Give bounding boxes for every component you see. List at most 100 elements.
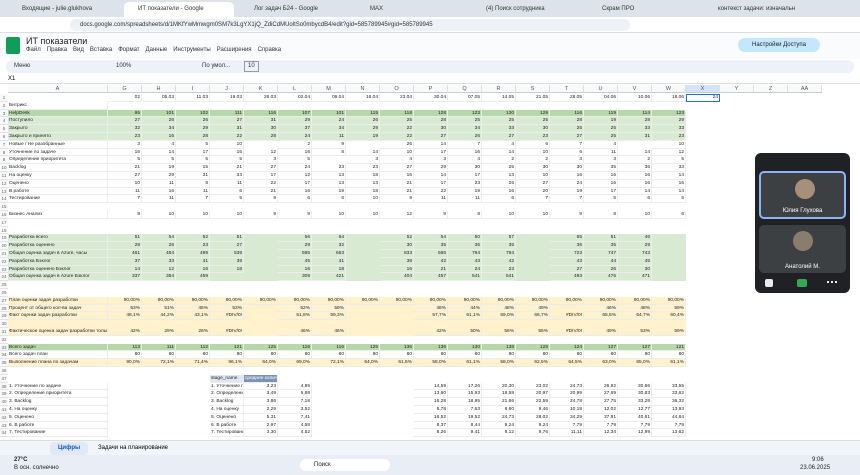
cell[interactable]: 26: [142, 117, 176, 126]
cell[interactable]: 16: [142, 133, 176, 141]
cell[interactable]: 8: [584, 211, 618, 219]
cell[interactable]: 22,59: [516, 398, 550, 406]
cell[interactable]: 51,8%: [278, 312, 312, 321]
row-number[interactable]: 26: [0, 289, 8, 297]
cell[interactable]: 6: [210, 187, 244, 196]
cell[interactable]: 26,92: [584, 382, 618, 391]
column-header[interactable]: M: [312, 85, 346, 93]
cell[interactable]: 51%: [142, 304, 176, 313]
cell[interactable]: 9: [380, 195, 414, 204]
cell[interactable]: 3: [584, 156, 618, 165]
cell[interactable]: 14: [482, 148, 516, 157]
cell[interactable]: 41: [176, 257, 210, 266]
row-label[interactable]: Новые / Не разобранные: [8, 140, 108, 149]
cell[interactable]: 44,2%: [142, 312, 176, 321]
cell[interactable]: 61,1%: [448, 359, 482, 367]
cell[interactable]: 45: [278, 257, 312, 266]
cell[interactable]: 10: [652, 140, 686, 149]
row-label[interactable]: 4. На оценку: [8, 406, 108, 414]
cell[interactable]: 65,5%: [584, 312, 618, 321]
cell[interactable]: 90,00%: [142, 296, 176, 305]
more-button[interactable]: [827, 281, 837, 284]
menu-item[interactable]: Формат: [118, 47, 140, 53]
cell[interactable]: 21: [108, 164, 142, 172]
cell[interactable]: 26: [584, 265, 618, 274]
cell[interactable]: 11: [108, 187, 142, 196]
cell[interactable]: 10: [210, 140, 244, 149]
cell[interactable]: 90,00%: [176, 296, 210, 305]
cell[interactable]: 8: [176, 179, 210, 188]
column-header[interactable]: J: [210, 85, 244, 93]
cell[interactable]: 12: [142, 265, 176, 274]
cell[interactable]: 30: [380, 242, 414, 250]
row-number[interactable]: 2: [0, 101, 8, 110]
cell[interactable]: 54: [142, 234, 176, 243]
menu-item[interactable]: Вставка: [89, 47, 113, 53]
cell[interactable]: 24,78: [550, 398, 584, 406]
cell[interactable]: 64,5%: [550, 359, 584, 367]
cell[interactable]: 23: [346, 164, 380, 172]
cell[interactable]: 23,02: [516, 382, 550, 391]
cell[interactable]: 64,0%: [346, 359, 380, 367]
cell[interactable]: 43,1%: [176, 312, 210, 321]
cell[interactable]: 8,37: [414, 421, 448, 430]
sheet-tab[interactable]: Задачи на планирование: [98, 445, 169, 451]
cell[interactable]: 666: [414, 250, 448, 258]
cell[interactable]: 19,52: [448, 413, 482, 422]
cell[interactable]: 16: [584, 179, 618, 188]
cell[interactable]: 37: [108, 257, 142, 266]
cell[interactable]: 14,59: [414, 382, 448, 391]
cell[interactable]: 44,84: [652, 413, 686, 422]
column-header[interactable]: K: [244, 85, 278, 93]
row-label[interactable]: На оценку: [8, 172, 108, 180]
mic-button[interactable]: [765, 279, 773, 287]
cell[interactable]: 136: [380, 343, 414, 352]
cell[interactable]: 30: [414, 125, 448, 133]
cell[interactable]: 27: [244, 164, 278, 172]
cell[interactable]: 90,00%: [244, 296, 278, 305]
cell[interactable]: 41: [312, 257, 346, 266]
cell[interactable]: 51: [210, 234, 244, 243]
row-label[interactable]: Разработка всего: [8, 234, 108, 243]
zoom[interactable]: 100%: [116, 63, 132, 69]
row-label[interactable]: Разработка оценено: [8, 242, 108, 250]
cell[interactable]: 16: [584, 172, 618, 180]
row-label[interactable]: Общая оценка задач в Azure Бэклог: [8, 273, 108, 282]
cell[interactable]: 30: [550, 164, 584, 172]
cell[interactable]: 23.04: [380, 94, 414, 102]
cell[interactable]: 4. На оценку: [210, 406, 244, 414]
cell[interactable]: 541: [448, 273, 482, 282]
cell[interactable]: 471: [618, 273, 652, 282]
cell[interactable]: 10.06: [618, 94, 652, 102]
cell[interactable]: 59%: [652, 328, 686, 336]
row-number[interactable]: 28: [0, 304, 8, 313]
cell[interactable]: 02.04: [278, 94, 312, 102]
cell[interactable]: #DIV/0!: [550, 312, 584, 321]
cell[interactable]: 11: [414, 195, 448, 204]
cell[interactable]: 11,11: [550, 429, 584, 438]
cell[interactable]: 52: [176, 234, 210, 243]
row-number[interactable]: 40: [0, 398, 8, 406]
cell[interactable]: 13,62: [652, 429, 686, 438]
cell[interactable]: 9: [550, 211, 584, 219]
cell[interactable]: 80: [142, 351, 176, 360]
cell[interactable]: 25: [482, 164, 516, 172]
cell[interactable]: 3: [414, 156, 448, 165]
column-header[interactable]: A: [8, 85, 108, 93]
cell[interactable]: 64,7%: [618, 312, 652, 321]
cell[interactable]: 17: [244, 172, 278, 180]
cell[interactable]: 44%: [448, 304, 482, 313]
cell[interactable]: 72,1%: [142, 359, 176, 367]
cell[interactable]: 28: [618, 117, 652, 126]
cell[interactable]: 6: [516, 140, 550, 149]
cell[interactable]: 8: [448, 211, 482, 219]
share-button[interactable]: Настройки Доступа: [738, 38, 820, 52]
cell[interactable]: 8,60: [482, 406, 516, 414]
cell[interactable]: 25: [448, 117, 482, 126]
menu-item[interactable]: Правка: [46, 47, 68, 53]
cell[interactable]: 128: [414, 109, 448, 118]
cell[interactable]: 38: [380, 257, 414, 266]
cell[interactable]: 5: [210, 195, 244, 204]
cell[interactable]: 539: [210, 250, 244, 258]
cell[interactable]: 10,18: [550, 406, 584, 414]
